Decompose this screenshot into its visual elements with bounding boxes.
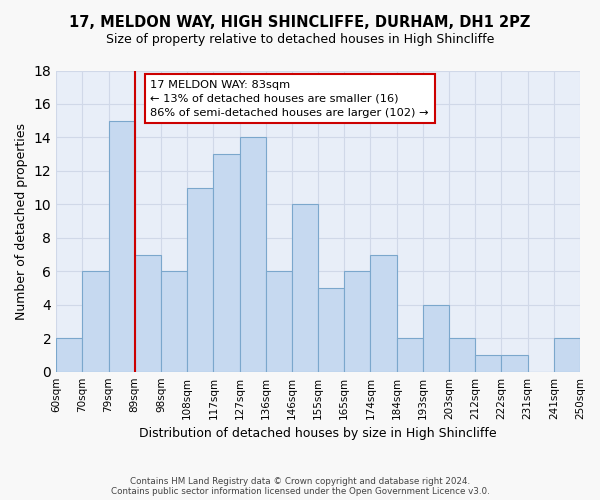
Text: Contains HM Land Registry data © Crown copyright and database right 2024.: Contains HM Land Registry data © Crown c… [130,477,470,486]
Bar [161,272,187,372]
Bar [239,138,266,372]
Y-axis label: Number of detached properties: Number of detached properties [15,122,28,320]
Bar [214,154,239,372]
Bar [423,305,449,372]
Bar [82,272,109,372]
Bar [397,338,423,372]
Bar [475,355,502,372]
Bar [370,254,397,372]
Bar [135,254,161,372]
Text: Size of property relative to detached houses in High Shincliffe: Size of property relative to detached ho… [106,32,494,46]
Bar [449,338,475,372]
Bar [109,120,135,372]
Bar [344,272,370,372]
Bar [318,288,344,372]
Bar [56,338,82,372]
Text: 17, MELDON WAY, HIGH SHINCLIFFE, DURHAM, DH1 2PZ: 17, MELDON WAY, HIGH SHINCLIFFE, DURHAM,… [70,15,530,30]
Bar [292,204,318,372]
Bar [502,355,527,372]
Bar [187,188,214,372]
Text: 17 MELDON WAY: 83sqm
← 13% of detached houses are smaller (16)
86% of semi-detac: 17 MELDON WAY: 83sqm ← 13% of detached h… [151,80,429,118]
Bar [554,338,580,372]
X-axis label: Distribution of detached houses by size in High Shincliffe: Distribution of detached houses by size … [139,427,497,440]
Text: Contains public sector information licensed under the Open Government Licence v3: Contains public sector information licen… [110,487,490,496]
Bar [266,272,292,372]
